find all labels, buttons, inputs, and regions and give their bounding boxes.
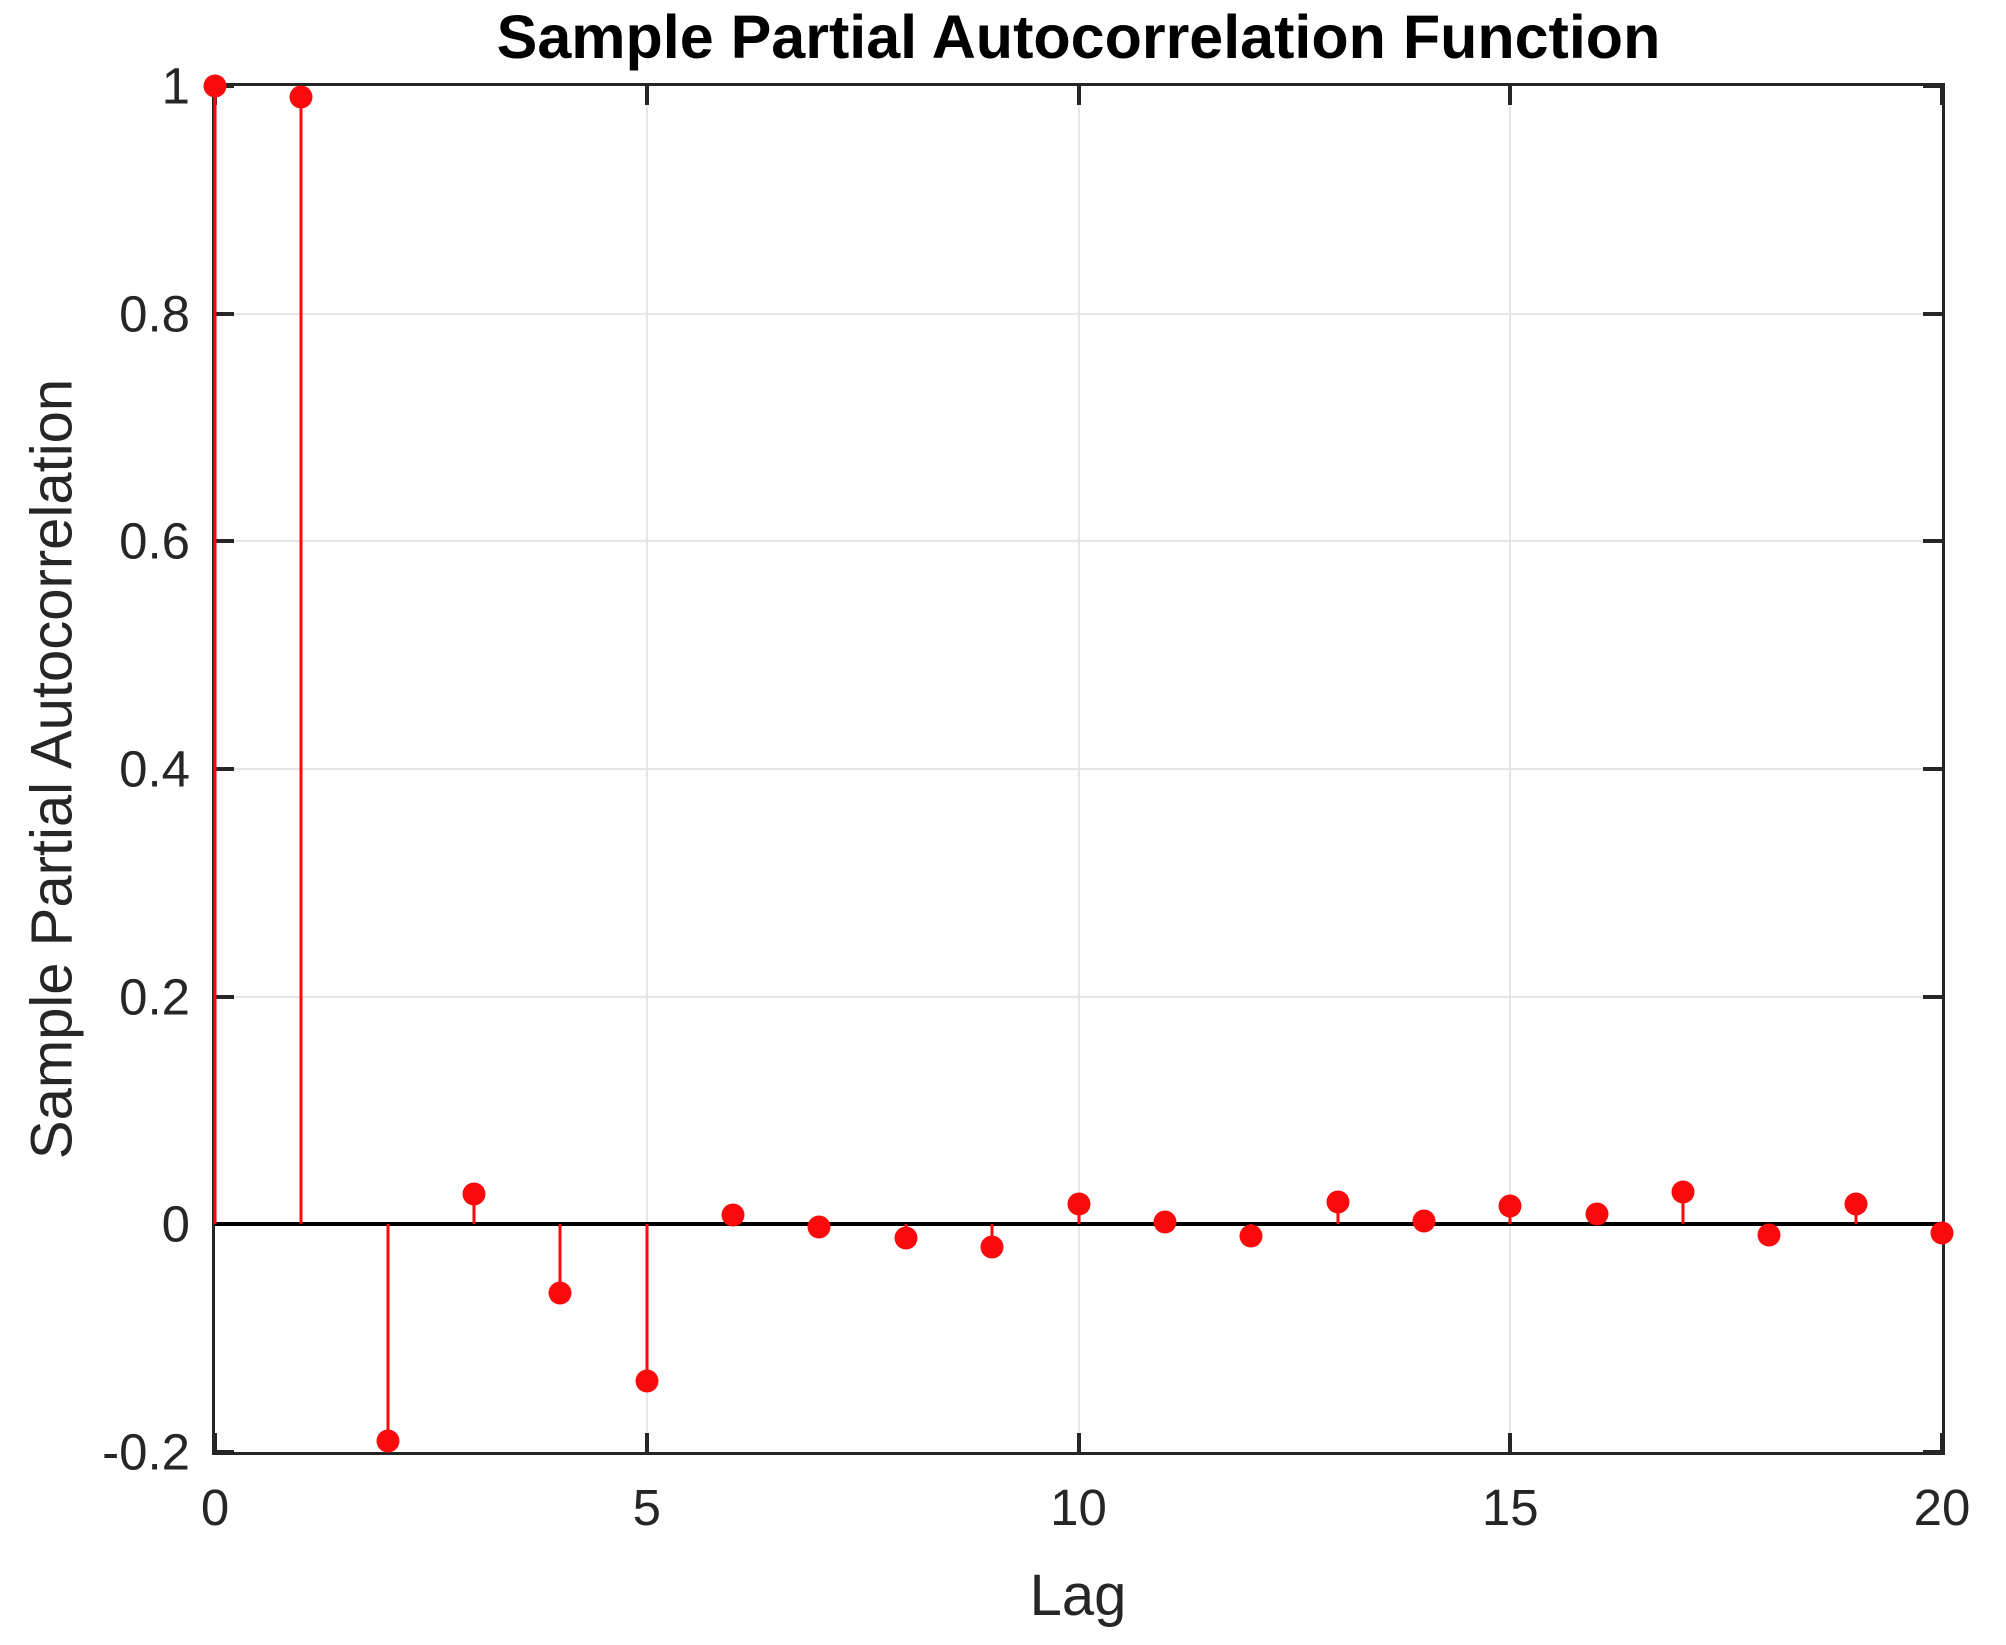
plot-area bbox=[203, 74, 1954, 1455]
stem-marker bbox=[807, 1215, 831, 1239]
grid-line-x bbox=[1509, 86, 1512, 1452]
y-tick-label: 0.6 bbox=[119, 512, 190, 570]
stem-marker bbox=[1326, 1190, 1350, 1214]
axis-tick-x-bottom bbox=[644, 1433, 649, 1452]
stem-marker bbox=[376, 1429, 400, 1453]
axis-tick-x-top bbox=[644, 86, 649, 105]
axis-tick-x-top bbox=[1940, 86, 1944, 105]
stem-marker bbox=[1930, 1221, 1954, 1245]
y-tick-label: 0.8 bbox=[119, 285, 190, 343]
stem-marker bbox=[1153, 1210, 1177, 1234]
axis-tick-y-right bbox=[1923, 767, 1942, 771]
stem-marker bbox=[635, 1369, 659, 1393]
stem bbox=[386, 1224, 390, 1441]
axis-tick-x-bottom bbox=[1940, 1433, 1944, 1452]
axis-tick-y-left bbox=[215, 311, 234, 316]
stem-marker bbox=[1757, 1223, 1781, 1247]
stem-marker bbox=[548, 1281, 572, 1305]
axis-tick-y-right bbox=[1923, 311, 1942, 316]
axis-tick-x-top bbox=[1076, 86, 1081, 105]
stem bbox=[213, 86, 217, 1225]
axis-tick-y-left bbox=[215, 994, 234, 999]
x-tick-label: 5 bbox=[632, 1479, 661, 1536]
stem bbox=[558, 1224, 562, 1293]
y-tick-label: 0.4 bbox=[119, 740, 190, 798]
axis-tick-x-top bbox=[1508, 86, 1513, 105]
stem-marker bbox=[721, 1203, 745, 1227]
x-tick-label: 15 bbox=[1481, 1479, 1539, 1536]
axis-tick-y-right bbox=[1923, 539, 1942, 544]
y-tick-label: 1 bbox=[161, 57, 190, 115]
stem-marker bbox=[980, 1235, 1004, 1259]
stem-marker bbox=[1067, 1192, 1090, 1216]
stem-marker bbox=[1844, 1192, 1868, 1216]
x-tick-label: 0 bbox=[200, 1479, 230, 1536]
x-tick-label: 20 bbox=[1913, 1479, 1971, 1536]
stem-marker bbox=[1498, 1194, 1522, 1218]
y-tick-label: 0.2 bbox=[119, 968, 190, 1026]
chart-title: Sample Partial Autocorrelation Function bbox=[496, 3, 1661, 71]
axis-tick-y-left bbox=[215, 1450, 234, 1454]
axis-tick-x-bottom bbox=[213, 1433, 217, 1452]
axis-tick-x-bottom bbox=[1508, 1433, 1513, 1452]
axis-tick-y-left bbox=[215, 767, 234, 771]
axis-tick-y-right bbox=[1923, 84, 1942, 88]
grid-line-x bbox=[645, 86, 648, 1452]
x-axis-label: Lag bbox=[1029, 1563, 1127, 1628]
stem bbox=[472, 1193, 476, 1225]
axis-tick-y-left bbox=[215, 539, 234, 544]
stem-marker bbox=[1239, 1224, 1263, 1248]
stem-marker bbox=[462, 1182, 486, 1206]
y-tick-label: 0 bbox=[161, 1195, 190, 1253]
stem-marker bbox=[894, 1226, 918, 1250]
axis-tick-y-right bbox=[1923, 994, 1942, 999]
y-tick-label: -0.2 bbox=[102, 1423, 190, 1481]
stem-marker bbox=[1585, 1202, 1609, 1226]
zero-baseline bbox=[215, 1222, 1942, 1227]
stem bbox=[645, 1224, 649, 1382]
stem-marker bbox=[203, 74, 227, 98]
stem bbox=[299, 97, 303, 1225]
stem-marker bbox=[289, 85, 313, 109]
stem bbox=[1681, 1192, 1685, 1225]
grid-line-x bbox=[1077, 86, 1080, 1452]
axis-tick-y-right bbox=[1923, 1450, 1942, 1454]
x-tick-label: 10 bbox=[1050, 1479, 1107, 1536]
stem-marker bbox=[1412, 1209, 1436, 1233]
axis-tick-x-bottom bbox=[1076, 1433, 1081, 1452]
stem-marker bbox=[1671, 1180, 1695, 1204]
